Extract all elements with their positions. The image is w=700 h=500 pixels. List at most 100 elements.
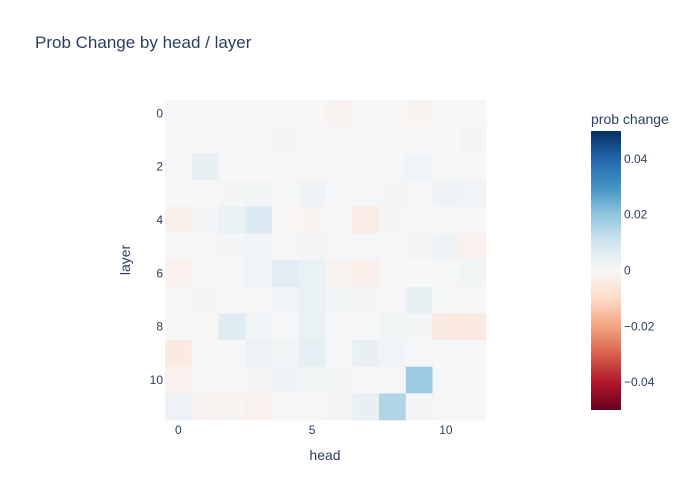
heatmap-cell <box>218 206 246 234</box>
heatmap-cell <box>379 260 407 288</box>
heatmap-cell <box>272 286 300 314</box>
heatmap-cell <box>245 206 273 234</box>
heatmap-cell <box>272 233 300 261</box>
heatmap-cell <box>352 340 380 368</box>
heatmap-cell <box>191 340 219 368</box>
colorbar-tick-label: 0.02 <box>624 208 648 222</box>
heatmap-cell <box>298 126 326 154</box>
heatmap-cell <box>191 233 219 261</box>
heatmap-cell <box>165 340 193 368</box>
heatmap-cell <box>325 366 353 394</box>
heatmap-cell <box>432 286 460 314</box>
y-tick-label: 0 <box>156 106 163 120</box>
heatmap-cell <box>218 180 246 208</box>
heatmap-cell <box>459 126 487 154</box>
heatmap-cell <box>165 100 193 128</box>
y-tick-label: 6 <box>156 266 163 280</box>
heatmap-cell <box>459 153 487 181</box>
heatmap-cell <box>298 180 326 208</box>
heatmap-cell <box>218 340 246 368</box>
colorbar-ticks: 0.04 0.02 0 −0.02 −0.04 <box>624 152 655 389</box>
heatmap-cell <box>325 206 353 234</box>
heatmap-cell <box>405 313 433 341</box>
colorbar-tick-label: 0 <box>624 264 631 278</box>
heatmap-cell <box>405 126 433 154</box>
heatmap-cell <box>245 180 273 208</box>
heatmap-cell <box>218 393 246 421</box>
heatmap-cell <box>379 366 407 394</box>
heatmap-cell <box>432 126 460 154</box>
heatmap-cell <box>272 206 300 234</box>
heatmap-cell <box>245 313 273 341</box>
heatmap-cell <box>379 233 407 261</box>
heatmap-cell <box>352 100 380 128</box>
y-tick-label: 10 <box>150 373 164 387</box>
heatmap-cell <box>298 313 326 341</box>
heatmap-cell <box>325 340 353 368</box>
colorbar-tick-label: −0.04 <box>624 375 655 389</box>
x-tick-label: 10 <box>439 423 453 437</box>
heatmap-cell <box>352 260 380 288</box>
heatmap-cell <box>405 286 433 314</box>
heatmap-cell <box>165 393 193 421</box>
heatmap-cell <box>432 260 460 288</box>
colorbar <box>591 131 621 410</box>
heatmap-cell <box>218 126 246 154</box>
heatmap-cell <box>245 286 273 314</box>
heatmap-cell <box>245 100 273 128</box>
heatmap-cell <box>352 233 380 261</box>
heatmap-cell <box>245 366 273 394</box>
heatmap-cell <box>218 313 246 341</box>
heatmap-cell <box>379 340 407 368</box>
heatmap-cell <box>432 340 460 368</box>
heatmap-cell <box>405 260 433 288</box>
heatmap-cell <box>325 233 353 261</box>
heatmap-cell <box>459 393 487 421</box>
heatmap-cell <box>218 153 246 181</box>
heatmap-cell <box>379 100 407 128</box>
heatmap-cell <box>432 233 460 261</box>
heatmap-cell <box>298 233 326 261</box>
heatmap-cell <box>218 100 246 128</box>
heatmap-cell <box>459 206 487 234</box>
colorbar-tick-label: 0.04 <box>624 152 648 166</box>
heatmap-cell <box>325 153 353 181</box>
heatmap-cell <box>459 100 487 128</box>
heatmap-cell <box>245 260 273 288</box>
heatmap-cell <box>352 313 380 341</box>
heatmap-cell <box>379 286 407 314</box>
heatmap-cell <box>245 126 273 154</box>
heatmap-cell <box>405 180 433 208</box>
heatmap-cell <box>191 206 219 234</box>
heatmap-cell <box>352 153 380 181</box>
heatmap-cell <box>325 180 353 208</box>
heatmap-cell <box>298 100 326 128</box>
heatmap-cell <box>432 206 460 234</box>
x-tick-label: 0 <box>175 423 182 437</box>
y-axis-title: layer <box>117 244 133 275</box>
heatmap-cell <box>218 366 246 394</box>
colorbar-title: prob change <box>591 111 669 127</box>
heatmap-cell <box>191 153 219 181</box>
heatmap-cell <box>325 126 353 154</box>
colorbar-tick-label: −0.02 <box>624 319 655 333</box>
heatmap-cell <box>245 340 273 368</box>
heatmap-cell <box>298 340 326 368</box>
heatmap-cell <box>379 393 407 421</box>
heatmap-cell <box>325 260 353 288</box>
x-tick-label: 5 <box>309 423 316 437</box>
heatmap-cell <box>325 313 353 341</box>
heatmap-cell <box>298 260 326 288</box>
heatmap-cell <box>272 126 300 154</box>
heatmap-cell <box>379 313 407 341</box>
heatmap-cell <box>352 286 380 314</box>
heatmap-cell <box>245 153 273 181</box>
heatmap-cell <box>245 393 273 421</box>
heatmap-cell <box>218 286 246 314</box>
heatmap-cell <box>379 180 407 208</box>
heatmap-cell <box>218 260 246 288</box>
heatmap-cell <box>272 153 300 181</box>
heatmap-cell <box>191 393 219 421</box>
heatmap-cell <box>432 153 460 181</box>
heatmap-cell <box>298 286 326 314</box>
